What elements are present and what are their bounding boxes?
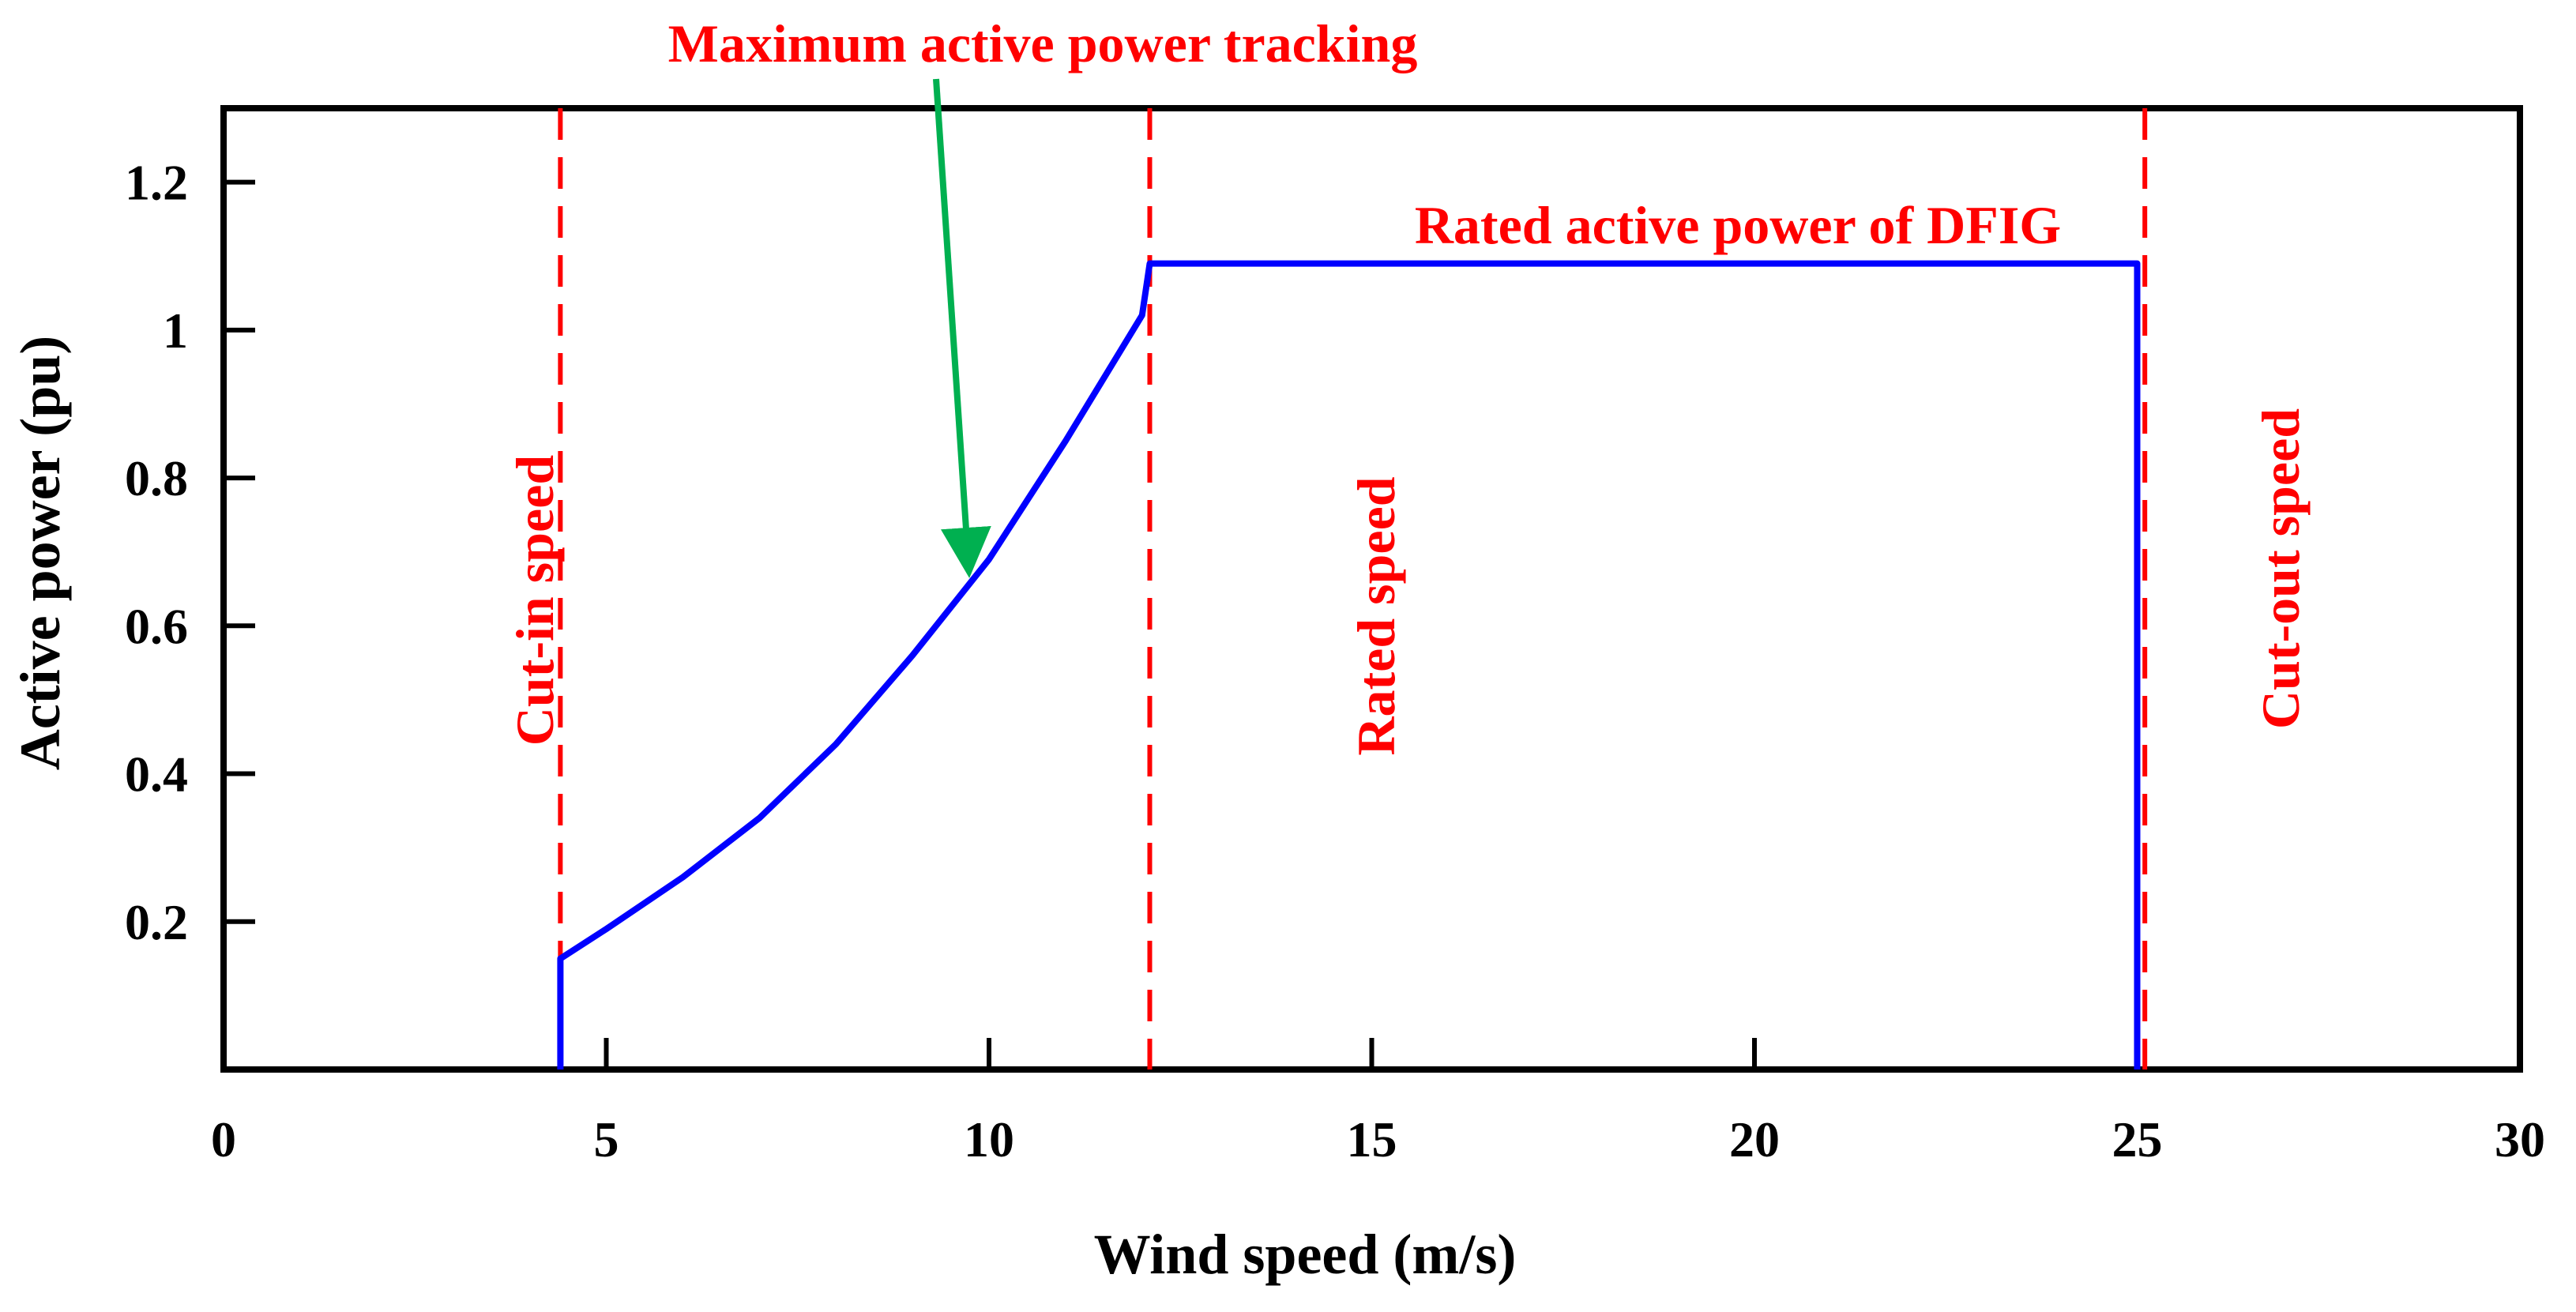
x-tick-label: 20: [1729, 1111, 1780, 1167]
x-tick-label: 0: [211, 1111, 236, 1167]
series-line: [557, 260, 2141, 1070]
y-tick-label: 1.2: [125, 155, 188, 211]
max-power-tracking-arrow: [933, 78, 991, 578]
x-tick-label: 15: [1347, 1111, 1397, 1167]
max-power-tracking-annotation: Maximum active power tracking: [668, 13, 1418, 73]
x-tick-label: 10: [964, 1111, 1014, 1167]
rated-power-annotation: Rated active power of DFIG: [1415, 195, 2061, 255]
x-tick-label: 25: [2112, 1111, 2163, 1167]
y-tick-labels: 0.2 0.4 0.6 0.8 1 1.2: [125, 155, 188, 950]
y-tick-label: 0.8: [125, 450, 188, 506]
x-tick-label: 30: [2495, 1111, 2545, 1167]
y-tick-label: 0.2: [125, 894, 188, 950]
rated-speed-label: Rated speed: [1346, 476, 1406, 755]
y-tick-label: 0.6: [125, 598, 188, 654]
y-axis-title: Active power (pu): [9, 336, 72, 771]
cut-out-speed-label: Cut-out speed: [2251, 408, 2311, 729]
x-tick-label: 5: [594, 1111, 619, 1167]
x-axis-ticks: [604, 1038, 2140, 1070]
y-tick-label: 1: [163, 303, 188, 359]
x-axis-title: Wind speed (m/s): [1094, 1223, 1517, 1286]
y-axis-ticks: [224, 179, 255, 924]
x-tick-labels: 0 5 10 15 20 25 30: [211, 1111, 2545, 1167]
series-group: [557, 260, 2141, 1070]
y-tick-label: 0.4: [125, 746, 188, 803]
cut-in-speed-label: Cut-in speed: [505, 455, 565, 746]
